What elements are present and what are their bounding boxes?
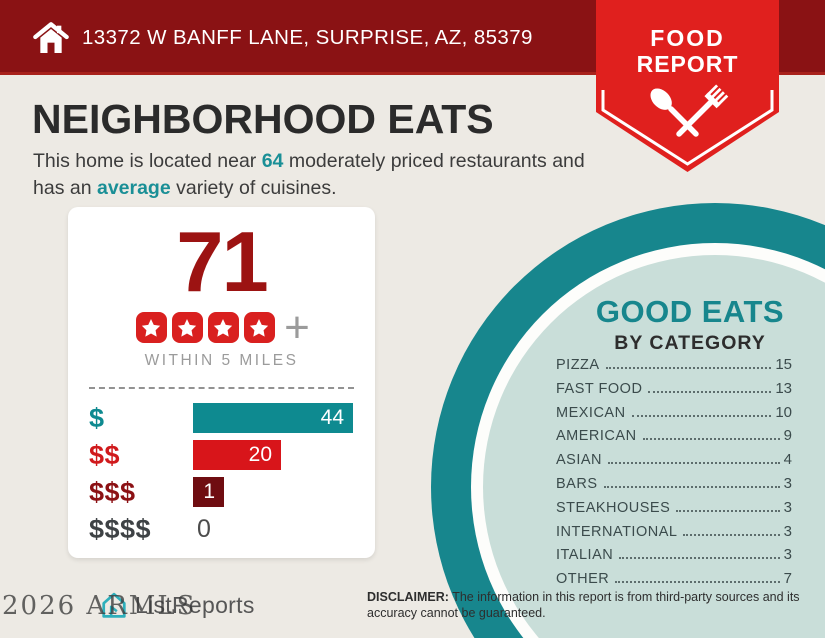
category-row: INTERNATIONAL 3 — [556, 523, 792, 540]
dotted-leader — [603, 485, 780, 488]
category-list: PIZZA 15 FAST FOOD 13 MEXICAN 10 AMERICAN 9 ASIA… — [556, 356, 792, 594]
category-row: PIZZA 15 — [556, 356, 792, 373]
category-row: FAST FOOD 13 — [556, 380, 792, 397]
category-label: ASIAN — [556, 452, 603, 469]
stars-holder — [133, 312, 277, 343]
plus-icon: + — [284, 302, 310, 352]
star-rating: + — [68, 302, 375, 352]
spoon-fork-icon — [650, 84, 729, 137]
category-value: 3 — [783, 522, 792, 540]
restaurant-count: 64 — [261, 150, 284, 172]
variety-rating: average — [96, 176, 171, 199]
category-label: STEAKHOUSES — [556, 499, 671, 516]
dotted-leader — [605, 367, 772, 369]
logo-house-icon — [102, 592, 126, 618]
dotted-leader — [676, 509, 780, 512]
category-value: 9 — [783, 427, 792, 445]
price-label: $ — [89, 402, 105, 433]
logo-text: ListReports — [135, 591, 255, 618]
star-icon — [171, 312, 203, 343]
price-label: $$$$ — [89, 513, 152, 544]
category-label: AMERICAN — [556, 428, 637, 445]
dotted-leader — [608, 462, 780, 465]
star-icon — [243, 312, 275, 343]
subtitle-text: variety of cuisines. — [170, 176, 337, 199]
category-row: OTHER 7 — [556, 570, 792, 587]
price-label: $$$ — [89, 476, 136, 507]
price-row: $$$$ 0 — [89, 514, 354, 544]
category-row: MEXICAN 10 — [556, 404, 792, 421]
disclaimer: DISCLAIMER: The information in this repo… — [367, 589, 823, 622]
listreports-logo: ListReports — [98, 589, 255, 621]
price-value: 1 — [203, 480, 215, 503]
price-value: 44 — [320, 406, 344, 429]
good-eats-subtitle: BY CATEGORY — [614, 332, 766, 354]
price-bar: 44 — [193, 403, 353, 433]
disclaimer-label: DISCLAIMER: — [367, 590, 449, 604]
category-value: 10 — [775, 403, 792, 421]
food-report-badge: FOOD REPORT — [596, 0, 779, 172]
category-label: ITALIAN — [556, 547, 614, 564]
price-bar: 20 — [193, 440, 281, 470]
price-row: $$ 20 — [89, 440, 354, 470]
category-label: BARS — [556, 475, 598, 492]
category-row: ASIAN 4 — [556, 451, 792, 468]
category-value: 7 — [783, 570, 792, 588]
category-value: 3 — [783, 498, 792, 516]
good-eats-header: GOOD EATS BY CATEGORY — [565, 294, 815, 355]
star-icon — [135, 312, 167, 343]
ribbon-shape — [596, 0, 779, 172]
page-title: NEIGHBORHOOD EATS — [32, 96, 494, 142]
category-label: FAST FOOD — [556, 380, 643, 397]
home-icon — [33, 22, 69, 53]
category-row: BARS 3 — [556, 475, 792, 492]
category-row: AMERICAN 9 — [556, 427, 792, 444]
price-bar: 1 — [193, 477, 224, 507]
badge-line2: REPORT — [637, 51, 739, 77]
category-value: 13 — [775, 379, 792, 397]
category-label: OTHER — [556, 571, 610, 588]
subtitle: This home is located near 64 moderately … — [33, 148, 593, 202]
dashed-divider — [89, 387, 354, 389]
price-value: 0 — [197, 514, 211, 543]
disclaimer-text: The information in this report is from t… — [367, 590, 800, 621]
category-label: INTERNATIONAL — [556, 523, 678, 540]
dotted-leader — [619, 557, 780, 560]
category-value: 15 — [775, 356, 792, 373]
category-label: MEXICAN — [556, 404, 626, 421]
category-row: ITALIAN 3 — [556, 546, 792, 563]
price-row: $44 — [89, 403, 354, 433]
category-value: 4 — [783, 451, 792, 469]
dotted-leader — [615, 581, 780, 584]
radius-caption: WITHIN 5 MILES — [144, 352, 299, 369]
subtitle-text: This home is located near — [33, 150, 262, 172]
price-level-chart: $44 $$ 20 $$$ 1 $$$$ 0 — [68, 403, 375, 544]
dotted-leader — [642, 438, 780, 441]
dotted-leader — [648, 390, 772, 393]
good-eats-title: GOOD EATS — [595, 294, 785, 329]
price-label: $$ — [89, 439, 121, 470]
mls-watermark: 2026 ARMLS — [2, 591, 197, 621]
dotted-leader — [631, 414, 772, 417]
category-value: 3 — [783, 474, 792, 492]
category-value: 3 — [783, 546, 792, 564]
category-row: STEAKHOUSES 3 — [556, 499, 792, 516]
category-label: PIZZA — [556, 357, 600, 373]
star-icon — [207, 312, 239, 343]
property-address: 13372 W BANFF LANE, SURPRISE, AZ, 85379 — [82, 25, 533, 49]
score-card: 71 + WITHIN 5 MILES $44 $$ 20 $$$ 1 $$$$ 0 — [68, 207, 375, 558]
subtitle-text: moderately priced restaurants and has an — [33, 150, 585, 199]
price-row: $$$ 1 — [89, 477, 354, 507]
dotted-leader — [683, 533, 780, 536]
price-value: 20 — [248, 443, 272, 466]
ribbon-inner-border — [601, 90, 774, 166]
badge-line1: FOOD — [650, 25, 724, 51]
food-score: 71 — [176, 215, 269, 310]
